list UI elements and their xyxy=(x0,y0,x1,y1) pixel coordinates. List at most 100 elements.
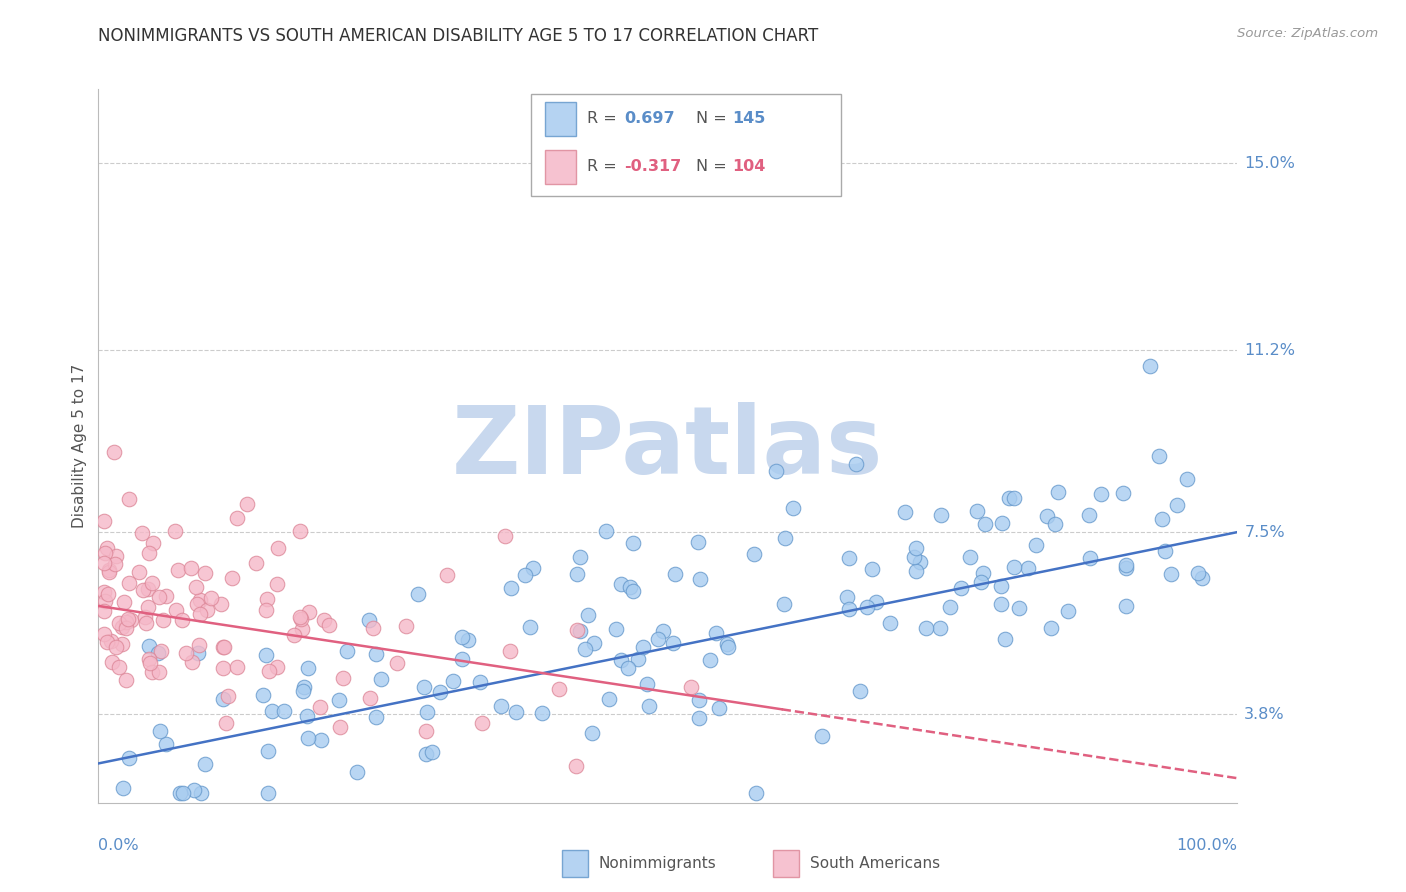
Point xyxy=(1187,566,1209,580)
Point xyxy=(609,653,631,667)
Point xyxy=(217,689,239,703)
Point xyxy=(998,491,1021,506)
Point xyxy=(395,619,418,633)
Text: 0.697: 0.697 xyxy=(624,112,675,126)
Point xyxy=(990,597,1012,611)
Point xyxy=(904,541,927,555)
Point xyxy=(950,581,973,595)
Point xyxy=(1147,449,1170,463)
Point xyxy=(187,647,209,661)
Point xyxy=(314,614,336,628)
Text: Nonimmigrants: Nonimmigrants xyxy=(599,856,717,871)
Point xyxy=(939,599,962,614)
Point xyxy=(471,715,494,730)
Point xyxy=(115,615,138,630)
Point xyxy=(576,608,599,623)
Point xyxy=(98,563,121,577)
Point xyxy=(155,737,177,751)
Point xyxy=(180,561,202,575)
Point xyxy=(914,621,936,635)
Point xyxy=(637,699,659,714)
Point xyxy=(974,517,997,532)
Point xyxy=(688,693,710,707)
Point xyxy=(212,640,235,655)
Point xyxy=(647,632,669,646)
Point xyxy=(142,536,165,550)
Point xyxy=(292,684,315,698)
Point xyxy=(136,582,159,596)
Point xyxy=(1115,558,1137,572)
Point xyxy=(115,621,138,635)
Point xyxy=(782,501,804,516)
Point xyxy=(135,616,157,631)
Point xyxy=(1036,508,1059,523)
Point xyxy=(111,780,134,795)
Point xyxy=(108,660,131,674)
Text: N =: N = xyxy=(696,112,731,126)
Point xyxy=(131,526,153,541)
Point xyxy=(451,652,474,666)
Point xyxy=(105,549,128,564)
Point xyxy=(118,575,141,590)
Point xyxy=(548,682,571,697)
Point xyxy=(256,591,278,606)
Point xyxy=(136,599,159,614)
Text: R =: R = xyxy=(588,160,623,174)
Point xyxy=(1039,621,1062,635)
Point xyxy=(212,692,235,706)
Point xyxy=(1111,485,1133,500)
Point xyxy=(451,630,474,644)
Point xyxy=(252,688,274,702)
Point xyxy=(910,555,932,569)
Point xyxy=(505,705,527,719)
Point xyxy=(581,726,603,740)
Point xyxy=(139,657,162,671)
Point xyxy=(1008,600,1031,615)
Point xyxy=(101,655,124,669)
Point xyxy=(188,607,211,621)
Point xyxy=(336,644,359,658)
Point xyxy=(212,640,235,654)
Point xyxy=(370,672,392,686)
Point xyxy=(568,550,591,565)
Point xyxy=(636,677,658,691)
Point xyxy=(138,546,160,560)
Point xyxy=(134,610,156,624)
Text: 3.8%: 3.8% xyxy=(1244,706,1285,722)
Point xyxy=(100,633,122,648)
Point xyxy=(582,636,605,650)
Point xyxy=(215,716,238,731)
Point xyxy=(662,636,685,650)
Point xyxy=(186,598,208,612)
Point xyxy=(679,680,702,694)
Point xyxy=(97,587,120,601)
Point xyxy=(515,567,537,582)
Point xyxy=(297,605,319,619)
Point xyxy=(226,511,249,525)
Point xyxy=(93,627,115,641)
Point xyxy=(605,622,627,636)
Point xyxy=(225,660,247,674)
Point xyxy=(128,565,150,579)
Point xyxy=(928,621,950,635)
Point xyxy=(141,576,163,591)
Point xyxy=(765,464,787,478)
Point xyxy=(163,524,186,538)
Point xyxy=(1175,472,1198,486)
Point xyxy=(1017,561,1039,575)
Point xyxy=(429,684,451,698)
Text: 7.5%: 7.5% xyxy=(1244,524,1285,540)
Point xyxy=(531,706,554,720)
Point xyxy=(652,624,675,639)
Point xyxy=(309,733,332,747)
Point xyxy=(1057,604,1080,618)
Point xyxy=(359,690,381,705)
Point xyxy=(184,581,207,595)
Point xyxy=(364,710,387,724)
Point xyxy=(468,674,491,689)
Point xyxy=(385,656,408,670)
Point xyxy=(120,613,142,627)
Point xyxy=(494,529,516,543)
Point xyxy=(664,567,686,582)
Point xyxy=(994,632,1017,646)
